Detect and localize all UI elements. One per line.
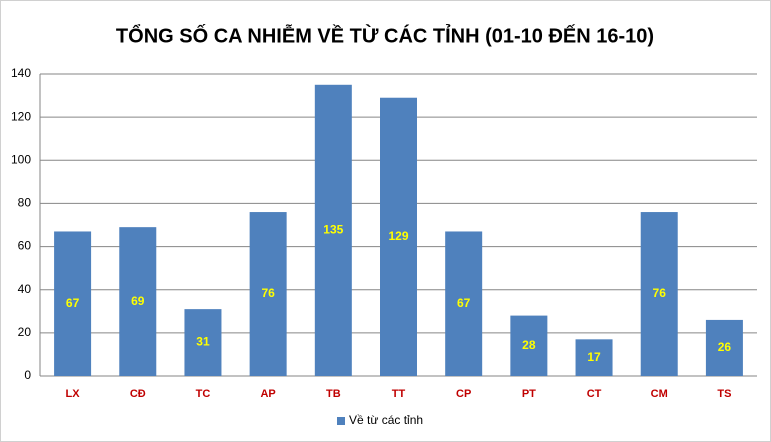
x-tick-label: TB <box>326 388 341 400</box>
bar <box>705 319 743 376</box>
y-tick-label: 120 <box>11 109 31 123</box>
bar <box>575 339 613 376</box>
value-label: 31 <box>196 335 210 349</box>
y-tick-label: 40 <box>18 282 32 296</box>
y-tick-label: 60 <box>18 239 32 253</box>
y-tick-label: 80 <box>18 196 32 210</box>
bar <box>380 97 417 376</box>
y-tick-label: 20 <box>18 325 32 339</box>
bar <box>184 309 222 376</box>
x-tick-label: TC <box>196 388 211 400</box>
bar <box>445 231 483 376</box>
value-label: 28 <box>522 338 536 352</box>
value-label: 135 <box>323 223 343 237</box>
bar <box>314 84 352 377</box>
x-tick-label: AP <box>260 388 275 400</box>
value-label: 76 <box>261 286 275 300</box>
bar <box>119 227 157 376</box>
y-tick-label: 100 <box>11 152 31 166</box>
x-tick-label: CM <box>651 388 668 400</box>
value-label: 76 <box>653 286 667 300</box>
x-tick-label: TS <box>717 388 731 400</box>
x-tick-label: CĐ <box>130 388 146 400</box>
x-tick-label: CT <box>587 388 602 400</box>
bar <box>640 212 678 376</box>
value-label: 17 <box>587 350 601 364</box>
chart-title: TỔNG SỐ CA NHIỄM VỀ TỪ CÁC TỈNH (01-10 Đ… <box>116 23 654 47</box>
x-tick-label: PT <box>522 388 536 400</box>
value-label: 67 <box>457 296 471 310</box>
bar <box>249 212 287 376</box>
value-label: 26 <box>718 340 732 354</box>
legend-swatch <box>337 417 345 425</box>
value-label: 129 <box>388 229 408 243</box>
x-tick-label: TT <box>392 388 406 400</box>
bar <box>54 231 92 376</box>
x-tick-label: LX <box>66 388 81 400</box>
y-tick-label: 0 <box>24 368 31 382</box>
legend-label: Về từ các tỉnh <box>349 413 423 427</box>
value-label: 69 <box>131 294 145 308</box>
bar <box>510 315 548 376</box>
x-tick-label: CP <box>456 388 471 400</box>
value-label: 67 <box>66 296 80 310</box>
y-tick-label: 140 <box>11 66 31 80</box>
